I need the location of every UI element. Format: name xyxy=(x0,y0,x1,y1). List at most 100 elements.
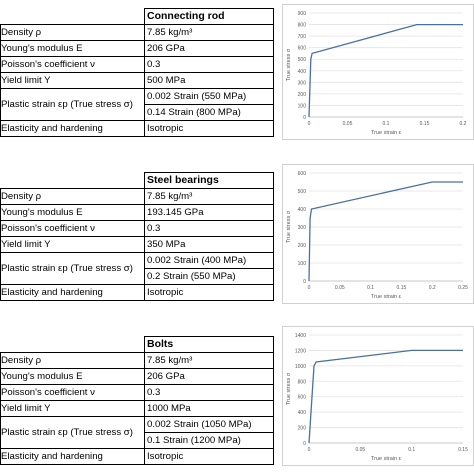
poisson-label: Poisson's coefficient ν xyxy=(0,220,145,237)
x-axis-label: True strain ε xyxy=(371,294,402,300)
y-tick-label: 1200 xyxy=(295,348,306,354)
y-tick-label: 800 xyxy=(298,23,307,29)
yield-limit-label: Yield limit Y xyxy=(0,400,145,417)
y-tick-label: 500 xyxy=(298,57,307,63)
y-tick-label: 400 xyxy=(298,207,307,213)
plastic-strain-value-1: 0.002 Strain (550 MPa) xyxy=(144,88,274,105)
y-tick-label: 400 xyxy=(298,410,307,416)
youngs-modulus-value: 206 GPa xyxy=(144,40,274,57)
properties-table-bolts: Bolts Density ρ 7.85 kg/m³ Young's modul… xyxy=(0,336,274,465)
hardening-label: Elasticity and hardening xyxy=(0,120,145,137)
y-axis-label: True stress σ xyxy=(286,48,292,81)
y-tick-label: 600 xyxy=(298,395,307,401)
stress-strain-chart: 0 100 200 300 400 500 600 0 0.05 0.1 0.15 0.2 0.25 Tr… xyxy=(286,171,468,300)
poisson-value: 0.3 xyxy=(144,56,274,73)
y-tick-label: 0 xyxy=(303,279,306,285)
y-tick-label: 500 xyxy=(298,189,307,195)
youngs-modulus-label: Young's modulus E xyxy=(0,204,145,221)
table-title: Bolts xyxy=(144,336,274,353)
y-tick-label: 800 xyxy=(298,379,307,385)
density-value: 7.85 kg/m³ xyxy=(144,24,274,41)
x-tick-label: 0.15 xyxy=(397,285,407,291)
x-tick-label: 0 xyxy=(308,121,311,127)
y-axis-label: True stress σ xyxy=(286,372,292,405)
y-tick-label: 0 xyxy=(303,441,306,447)
y-tick-label: 100 xyxy=(298,103,307,109)
plastic-strain-value-2: 0.2 Strain (550 MPa) xyxy=(144,268,274,285)
hardening-value: Isotropic xyxy=(144,448,274,465)
series-line xyxy=(308,181,463,282)
properties-table-connecting-rod: Connecting rod Density ρ 7.85 kg/m³ Youn… xyxy=(0,8,274,137)
yield-limit-label: Yield limit Y xyxy=(0,72,145,89)
x-tick-label: 0.05 xyxy=(343,121,353,127)
header-blank-cell xyxy=(0,336,145,353)
y-tick-label: 400 xyxy=(298,69,307,75)
x-tick-label: 0 xyxy=(308,285,311,291)
yield-limit-label: Yield limit Y xyxy=(0,236,145,253)
y-tick-label: 0 xyxy=(303,115,306,121)
x-axis-label: True strain ε xyxy=(371,130,402,136)
series-line xyxy=(308,23,463,118)
poisson-label: Poisson's coefficient ν xyxy=(0,56,145,73)
y-tick-label: 200 xyxy=(298,426,307,432)
poisson-label: Poisson's coefficient ν xyxy=(0,384,145,401)
stress-strain-chart: 0 100 200 300 400 500 600 700 800 900 0 0.05 0.1 0.15… xyxy=(286,11,467,136)
x-tick-label: 0.05 xyxy=(335,285,345,291)
yield-limit-value: 1000 MPa xyxy=(144,400,274,417)
y-tick-label: 300 xyxy=(298,225,307,231)
properties-table-steel-bearings: Steel bearings Density ρ 7.85 kg/m³ Youn… xyxy=(0,172,274,301)
header-blank-cell xyxy=(0,8,145,25)
table-title: Steel bearings xyxy=(144,172,274,189)
y-tick-label: 200 xyxy=(298,243,307,249)
hardening-value: Isotropic xyxy=(144,120,274,137)
x-tick-label: 0 xyxy=(308,447,311,453)
y-axis-label: True stress σ xyxy=(286,210,292,243)
youngs-modulus-value: 206 GPa xyxy=(144,368,274,385)
plastic-strain-label: Plastic strain εp (True stress σ) xyxy=(0,88,145,121)
chart-connecting-rod: 0 100 200 300 400 500 600 700 800 900 0 0.05 0.1 0.15… xyxy=(282,4,474,140)
density-value: 7.85 kg/m³ xyxy=(144,188,274,205)
x-axis-label: True strain ε xyxy=(371,456,402,462)
y-tick-label: 700 xyxy=(298,34,307,40)
y-tick-label: 600 xyxy=(298,171,307,177)
yield-limit-value: 350 MPa xyxy=(144,236,274,253)
hardening-label: Elasticity and hardening xyxy=(0,284,145,301)
density-value: 7.85 kg/m³ xyxy=(144,352,274,369)
youngs-modulus-label: Young's modulus E xyxy=(0,40,145,57)
poisson-value: 0.3 xyxy=(144,220,274,237)
header-blank-cell xyxy=(0,172,145,189)
plastic-strain-value-1: 0.002 Strain (1050 MPa) xyxy=(144,416,274,433)
table-title: Connecting rod xyxy=(144,8,274,25)
density-label: Density ρ xyxy=(0,188,145,205)
x-tick-label: 0.2 xyxy=(429,285,436,291)
y-tick-label: 600 xyxy=(298,46,307,52)
y-tick-label: 1400 xyxy=(295,333,306,339)
series-line xyxy=(308,349,463,444)
plastic-strain-value-2: 0.1 Strain (1200 MPa) xyxy=(144,432,274,449)
x-tick-label: 0.25 xyxy=(458,285,468,291)
hardening-value: Isotropic xyxy=(144,284,274,301)
youngs-modulus-value: 193.145 GPa xyxy=(144,204,274,221)
x-tick-label: 0.1 xyxy=(367,285,374,291)
y-tick-label: 300 xyxy=(298,80,307,86)
chart-bolts: 0 200 400 600 800 1000 1200 1400 0 0.05 0.1 0.15 Tru… xyxy=(282,326,474,466)
x-tick-label: 0.2 xyxy=(460,121,467,127)
poisson-value: 0.3 xyxy=(144,384,274,401)
plastic-strain-value-1: 0.002 Strain (400 MPa) xyxy=(144,252,274,269)
density-label: Density ρ xyxy=(0,352,145,369)
plastic-strain-label: Plastic strain εp (True stress σ) xyxy=(0,416,145,449)
x-tick-label: 0.15 xyxy=(458,447,468,453)
x-tick-label: 0.1 xyxy=(383,121,390,127)
plastic-strain-value-2: 0.14 Strain (800 MPa) xyxy=(144,104,274,121)
yield-limit-value: 500 MPa xyxy=(144,72,274,89)
y-tick-label: 100 xyxy=(298,261,307,267)
hardening-label: Elasticity and hardening xyxy=(0,448,145,465)
x-tick-label: 0.05 xyxy=(355,447,365,453)
x-tick-label: 0.15 xyxy=(420,121,430,127)
stress-strain-chart: 0 200 400 600 800 1000 1200 1400 0 0.05 0.1 0.15 Tru… xyxy=(286,333,468,462)
y-tick-label: 1000 xyxy=(295,364,306,370)
y-tick-label: 900 xyxy=(298,11,307,17)
x-tick-label: 0.1 xyxy=(408,447,415,453)
plastic-strain-label: Plastic strain εp (True stress σ) xyxy=(0,252,145,285)
density-label: Density ρ xyxy=(0,24,145,41)
